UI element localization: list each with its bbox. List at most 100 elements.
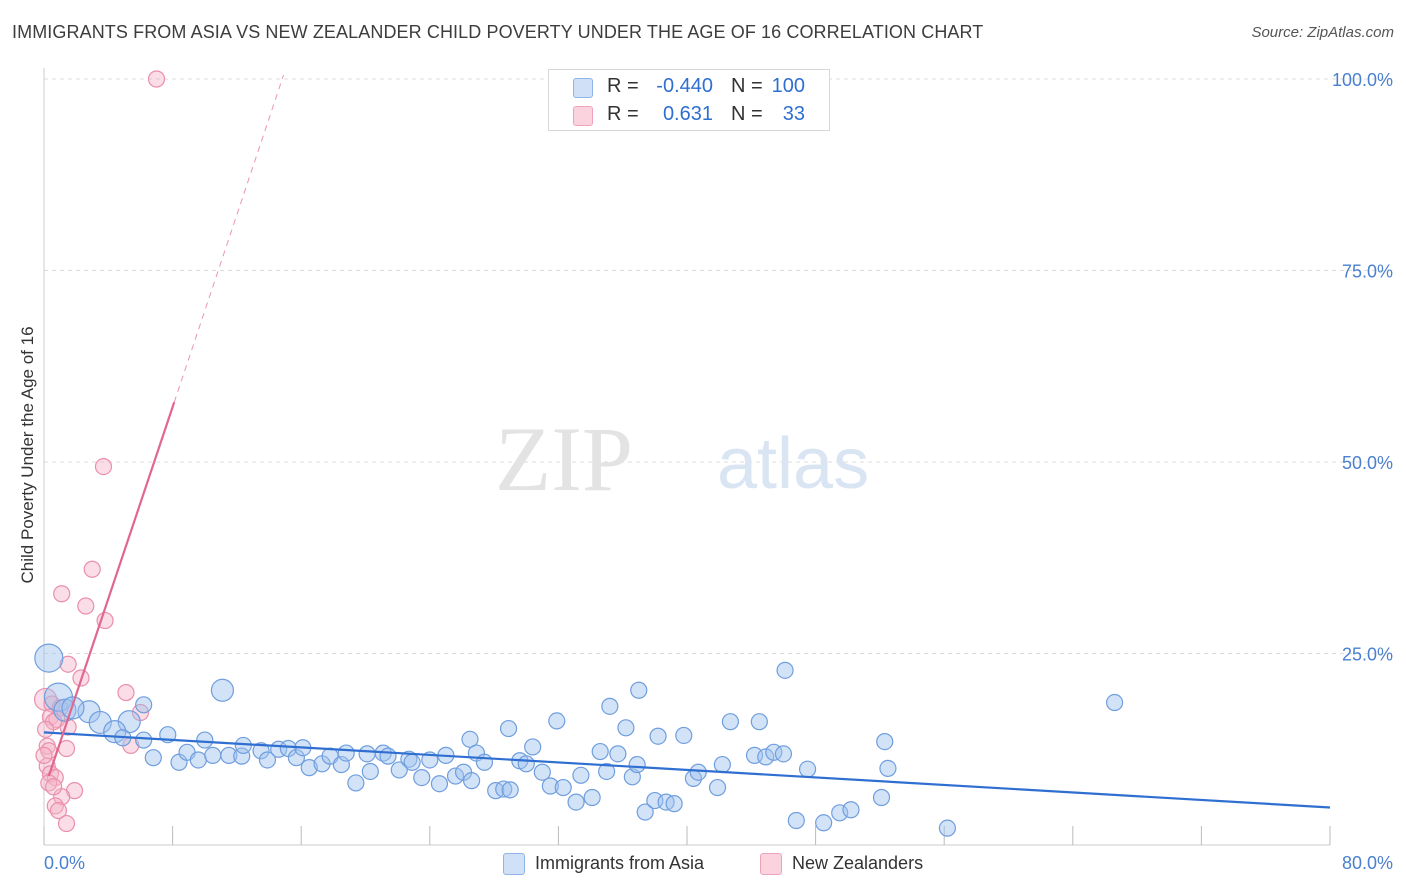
immigrants-from-asia-point — [475, 753, 494, 771]
immigrants-from-asia-point — [358, 745, 376, 763]
immigrants-from-asia-point — [233, 747, 251, 765]
immigrants-from-asia-point — [461, 730, 479, 748]
immigrants-from-asia-point — [220, 746, 238, 764]
legend-n-label: N = — [731, 103, 763, 125]
y-tick-label: 25.0% — [1342, 645, 1393, 665]
new-zealanders-point — [117, 683, 135, 702]
immigrants-from-asia-point — [462, 772, 481, 790]
legend-row-asia: R = -0.440 N = 100 — [549, 73, 829, 101]
tick-labels: 25.0% 50.0% 75.0% 100.0% 0.0% 80.0% — [44, 70, 1393, 873]
immigrants-from-asia-point — [135, 696, 153, 714]
new-zealanders-point — [45, 778, 63, 796]
immigrants-from-asia-points — [34, 643, 1124, 837]
immigrants-from-asia-point — [135, 731, 153, 749]
immigrants-from-asia-point — [337, 744, 355, 762]
immigrants-from-asia-point — [533, 763, 551, 781]
immigrants-from-asia-point — [815, 814, 833, 832]
immigrants-from-asia-point — [636, 803, 654, 821]
source-label: Source: ZipAtlas.com — [1251, 24, 1394, 41]
immigrants-from-asia-point — [628, 755, 646, 774]
new-zealanders-point — [57, 814, 76, 833]
immigrants-from-asia-point — [665, 795, 683, 813]
immigrants-from-asia-point — [258, 751, 277, 769]
immigrants-from-asia-point — [776, 661, 794, 679]
immigrants-from-asia-point — [617, 719, 635, 737]
immigrants-from-asia-point — [196, 731, 214, 749]
immigrants-from-asia-point — [61, 696, 85, 720]
immigrants-from-asia-point — [567, 793, 585, 811]
immigrants-from-asia-point — [591, 742, 609, 761]
new-zealanders-point — [83, 560, 101, 578]
immigrants-from-asia-point — [876, 732, 894, 751]
immigrants-from-asia-point — [649, 727, 667, 745]
immigrants-from-asia-point — [144, 749, 162, 767]
immigrants-from-asia-point — [413, 768, 431, 787]
immigrants-from-asia-point — [598, 762, 616, 781]
new-zealanders-point — [46, 797, 64, 815]
watermark: ZIP atlas — [495, 408, 869, 510]
immigrants-from-asia-point — [713, 755, 731, 774]
new-zealanders-point — [147, 70, 166, 88]
immigrants-from-asia-point — [750, 713, 768, 731]
immigrants-from-asia-point — [842, 801, 860, 819]
legend-n-value: 100 — [771, 75, 805, 97]
immigrants-from-asia-point — [379, 747, 397, 765]
immigrants-from-asia-point — [361, 762, 379, 781]
immigrants-from-asia-point — [879, 759, 897, 778]
bottom-legend-swatch-asia — [503, 853, 525, 875]
immigrants-from-asia-point — [872, 788, 891, 807]
immigrants-from-asia-point — [287, 749, 305, 767]
legend-r-value: -0.440 — [656, 75, 713, 97]
immigrants-from-asia-point — [630, 681, 648, 699]
legend-n-value: 33 — [782, 103, 805, 125]
legend-n-label: N = — [731, 75, 763, 97]
new-zealanders-point — [43, 695, 61, 713]
legend-swatch-asia — [573, 78, 593, 98]
trend-line-nz — [47, 401, 176, 777]
legend-r-value: 0.631 — [662, 103, 713, 125]
immigrants-from-asia-point — [446, 767, 465, 785]
y-tick-label: 75.0% — [1342, 262, 1393, 282]
y-tick-label: 100.0% — [1332, 70, 1393, 90]
trend-line-nz-extension — [173, 75, 284, 403]
bottom-legend-label-asia: Immigrants from Asia — [535, 853, 705, 873]
immigrants-from-asia-point — [252, 742, 270, 760]
legend-row-nz: R = 0.631 N = 33 — [549, 101, 829, 129]
immigrants-from-asia-point — [400, 750, 418, 768]
immigrants-from-asia-point — [938, 819, 957, 837]
immigrants-from-asia-point — [430, 775, 449, 793]
legend-swatch-nz — [573, 106, 593, 126]
immigrants-from-asia-point — [721, 713, 740, 731]
immigrants-from-asia-point — [189, 751, 207, 769]
new-zealanders-point — [59, 655, 77, 673]
x-tick-label: 0.0% — [44, 853, 85, 873]
immigrants-from-asia-point — [517, 755, 535, 773]
immigrants-from-asia-point — [524, 738, 542, 756]
immigrants-from-asia-point — [609, 745, 627, 763]
immigrants-from-asia-point — [53, 698, 77, 722]
watermark-atlas: atlas — [717, 424, 869, 504]
immigrants-from-asia-point — [204, 746, 222, 764]
immigrants-from-asia-point — [495, 780, 513, 798]
immigrants-from-asia-point — [572, 766, 590, 784]
axes — [43, 68, 1331, 846]
immigrants-from-asia-point — [499, 719, 518, 738]
immigrants-from-asia-point — [774, 745, 793, 763]
immigrants-from-asia-point — [601, 697, 619, 715]
new-zealanders-point — [35, 746, 53, 764]
immigrants-from-asia-point — [831, 804, 849, 822]
new-zealanders-point — [49, 801, 68, 820]
watermark-zip: ZIP — [495, 408, 633, 510]
legend-r-label: R = — [607, 75, 639, 97]
immigrants-from-asia-point — [88, 710, 112, 735]
immigrants-from-asia-point — [390, 761, 408, 779]
immigrants-from-asia-point — [708, 778, 727, 797]
immigrants-from-asia-point — [787, 811, 805, 830]
grid-lines — [44, 78, 1395, 654]
immigrants-from-asia-point — [300, 759, 318, 777]
immigrants-from-asia-point — [675, 726, 693, 745]
immigrants-from-asia-point — [689, 763, 707, 781]
immigrants-from-asia-point — [757, 748, 775, 766]
immigrants-from-asia-point — [501, 781, 519, 799]
